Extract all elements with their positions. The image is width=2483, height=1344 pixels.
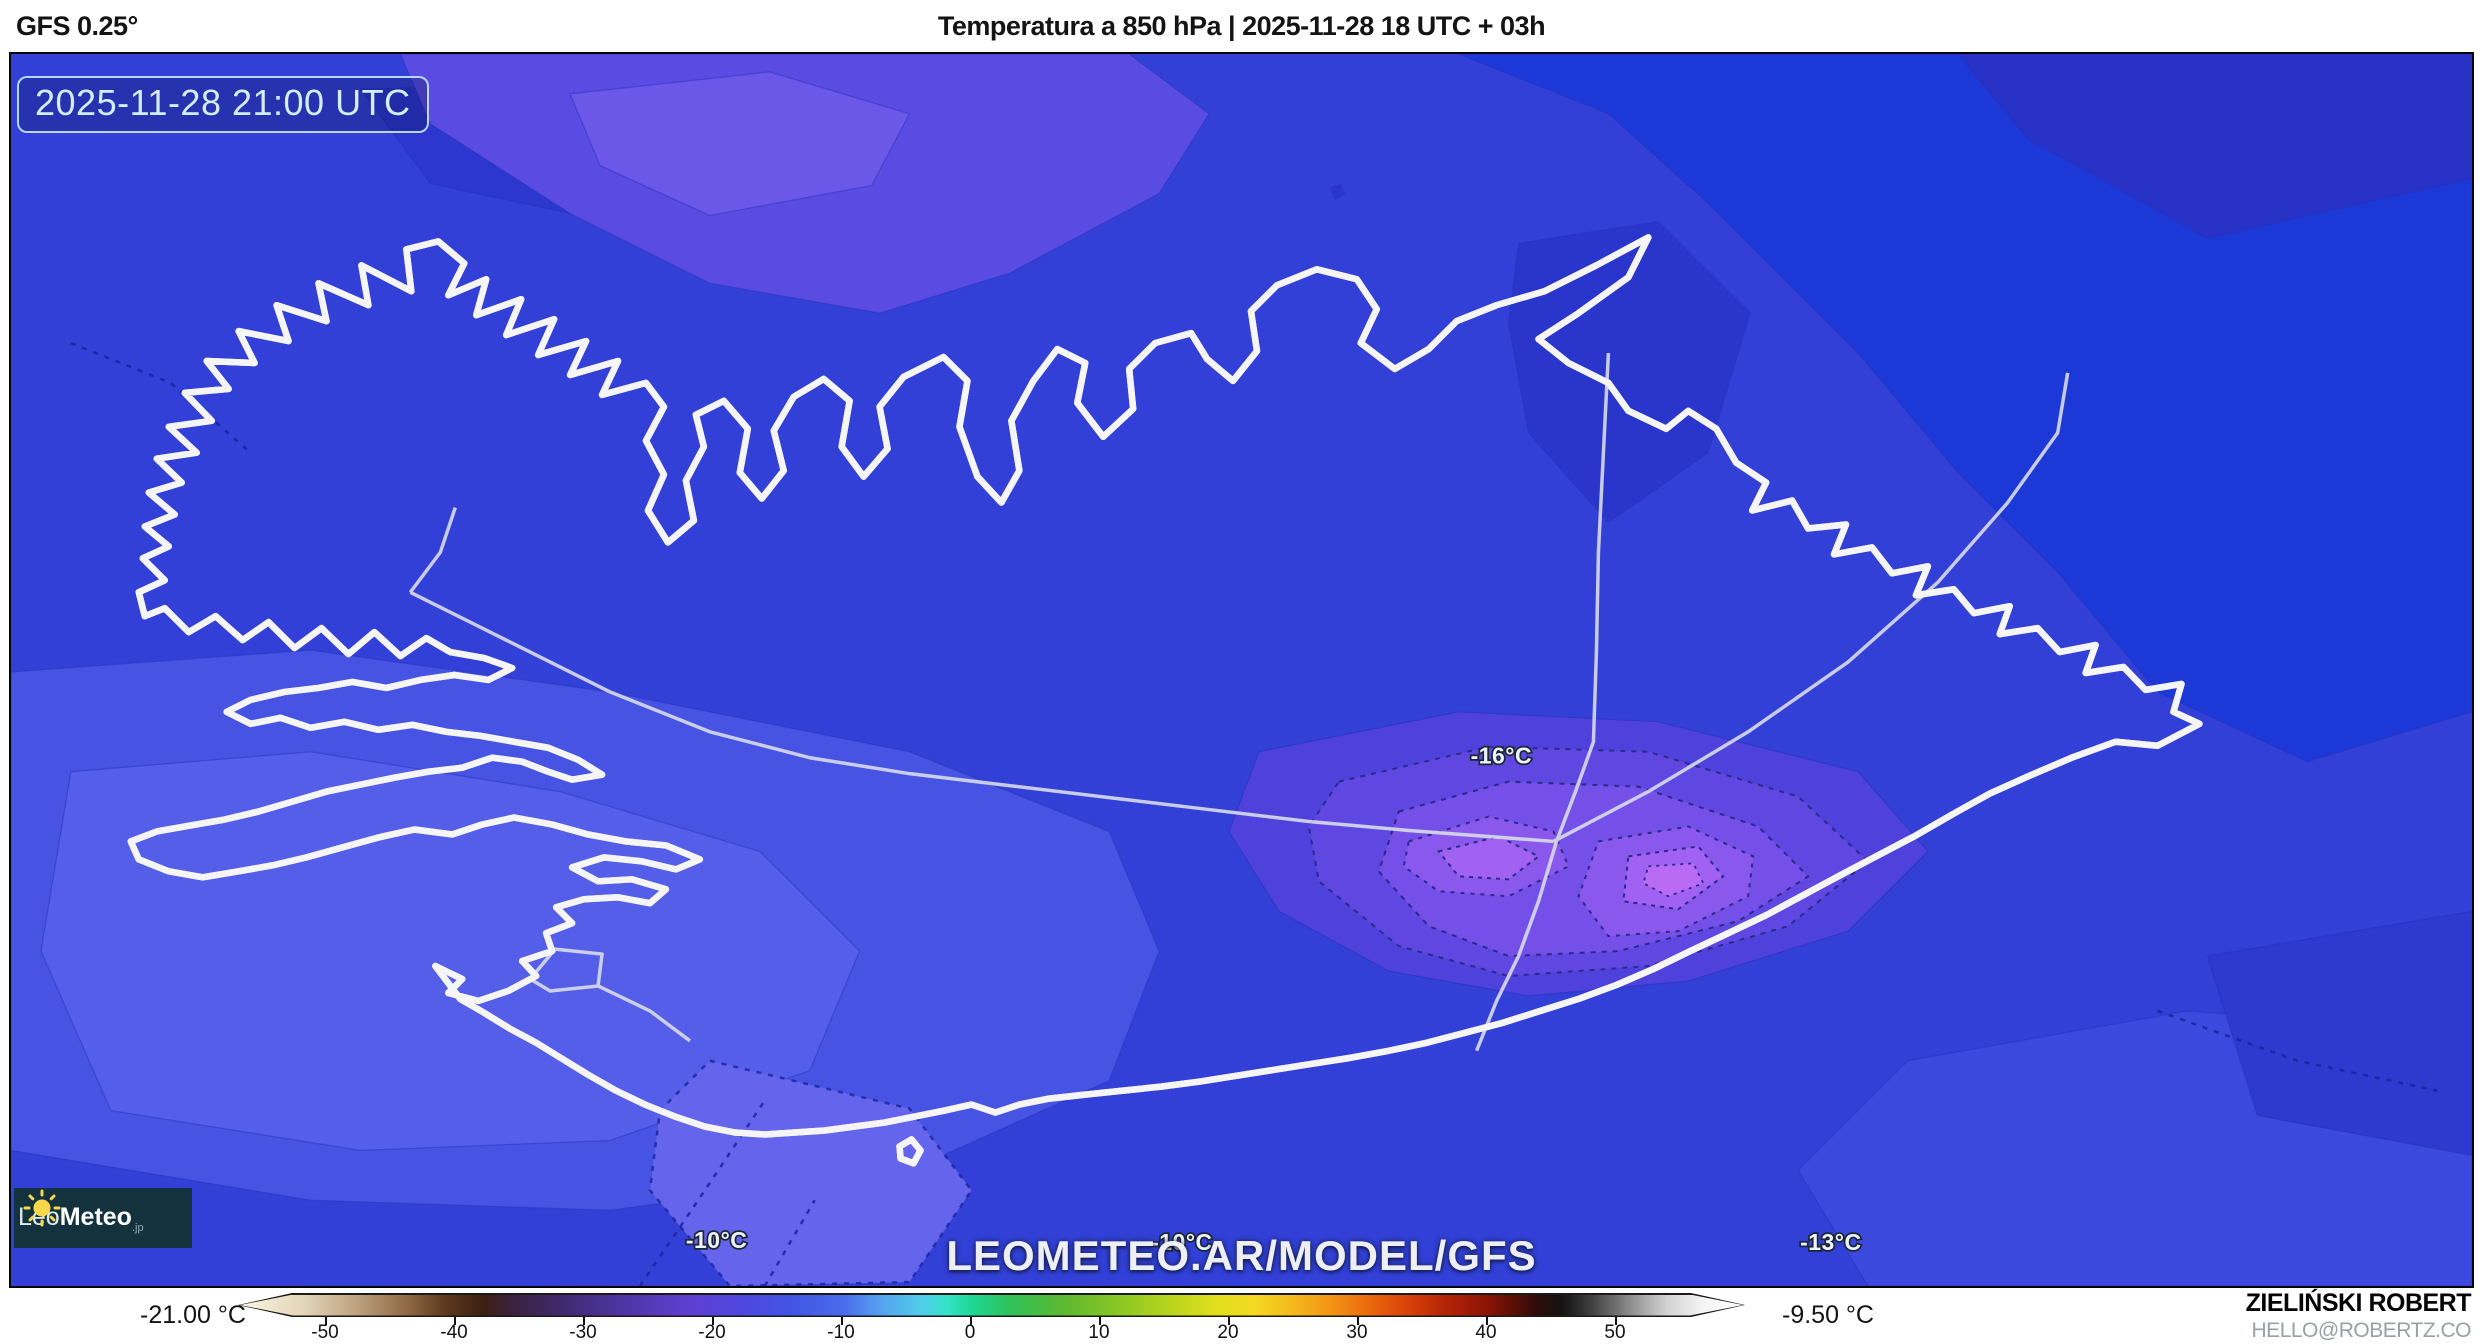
page-title: Temperatura a 850 hPa | 2025-11-28 18 UT… bbox=[937, 11, 1546, 41]
colorbar-tick bbox=[1486, 1317, 1488, 1325]
leometeo-logo: LeoMeteo.jp bbox=[14, 1188, 192, 1248]
colorbar-max-value: -9.50 °C bbox=[1782, 1301, 1874, 1329]
colorbar-tick bbox=[1357, 1317, 1359, 1325]
temperature-contour-map: -16°C -10°C -10°C -13°C bbox=[11, 54, 2472, 1286]
temp-label: -13°C bbox=[1800, 1229, 1861, 1255]
colorbar-footer: -21.00 °C -50 -40 -30 -20 -10 0 10 20 30… bbox=[0, 1288, 2483, 1343]
colorbar-tick-label: -20 bbox=[698, 1322, 726, 1343]
colorbar-tick bbox=[583, 1317, 585, 1325]
colorbar-tick-label: -50 bbox=[311, 1322, 339, 1343]
colorbar-tick bbox=[325, 1317, 327, 1325]
colorbar-tick bbox=[454, 1317, 456, 1325]
colorbar-tick-label: -10 bbox=[827, 1322, 855, 1343]
colorbar-tick-label: 30 bbox=[1346, 1322, 1368, 1343]
watermark-text: LEOMETEO.AR/MODEL/GFS bbox=[946, 1232, 1537, 1279]
cold-core-contours bbox=[1228, 711, 1929, 997]
iceland-coastline bbox=[131, 237, 2200, 1163]
colorbar-tick-label: -40 bbox=[440, 1322, 468, 1343]
author-credits: ZIELIŃSKI ROBERT HELLO@ROBERTZ.CO bbox=[2245, 1289, 2472, 1343]
colorbar-tick bbox=[1228, 1317, 1230, 1325]
logo-text-bold: Meteo bbox=[59, 1202, 132, 1231]
colorbar-tick-label: 0 bbox=[964, 1322, 976, 1343]
author-name: ZIELIŃSKI ROBERT bbox=[2245, 1289, 2472, 1317]
dashed-isolines bbox=[70, 341, 2438, 1286]
temp-label: -16°C bbox=[1471, 743, 1532, 769]
temp-label: -10°C bbox=[1151, 1229, 1212, 1255]
colorbar-tick-label: 10 bbox=[1088, 1322, 1110, 1343]
temperature-colorbar bbox=[238, 1293, 1745, 1317]
colorbar-gradient bbox=[240, 1295, 1743, 1316]
colorbar-tick-label: 50 bbox=[1604, 1322, 1626, 1343]
colorbar-min-value: -21.00 °C bbox=[140, 1301, 246, 1329]
colorbar-tick bbox=[712, 1317, 714, 1325]
colorbar-tick-label: 20 bbox=[1217, 1322, 1239, 1343]
sun-icon bbox=[23, 1189, 61, 1227]
temp-label: -10°C bbox=[686, 1227, 747, 1253]
header-bar: GFS 0.25° Temperatura a 850 hPa | 2025-1… bbox=[0, 0, 2483, 52]
weather-map-canvas: -16°C -10°C -10°C -13°C 2025-11-28 21:00… bbox=[9, 52, 2474, 1288]
model-label: GFS 0.25° bbox=[16, 11, 138, 41]
author-email: HELLO@ROBERTZ.CO bbox=[2251, 1319, 2472, 1342]
logo-suffix: .jp bbox=[131, 1221, 144, 1234]
temperature-regions bbox=[11, 54, 2472, 1286]
colorbar-tick-label: 40 bbox=[1475, 1322, 1497, 1343]
colorbar-tick bbox=[1099, 1317, 1101, 1325]
colorbar-tick bbox=[1615, 1317, 1617, 1325]
colorbar-tick-label: -30 bbox=[569, 1322, 597, 1343]
colorbar-tick bbox=[841, 1317, 843, 1325]
road-lines bbox=[408, 352, 2070, 1052]
contour-labels: -16°C -10°C -10°C -13°C bbox=[684, 741, 1863, 1257]
colorbar-tick bbox=[970, 1317, 972, 1325]
timestamp-badge: 2025-11-28 21:00 UTC bbox=[17, 76, 429, 133]
